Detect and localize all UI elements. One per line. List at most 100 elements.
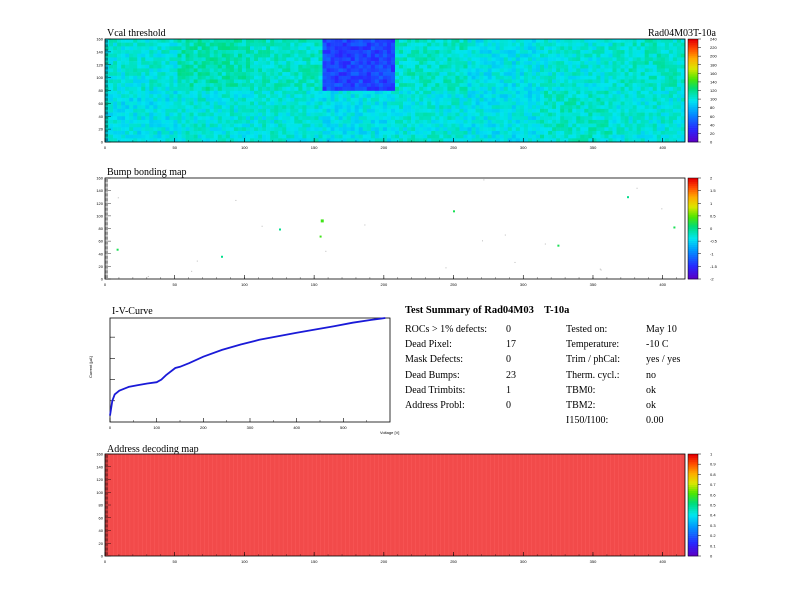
pixel-cell — [616, 138, 621, 143]
pixel-cell — [358, 94, 364, 99]
pixel-cell — [374, 94, 380, 99]
pixel-cell — [334, 64, 339, 69]
pixel-cell — [366, 61, 372, 66]
pixel-cell — [141, 79, 146, 84]
pixel-cell — [350, 116, 356, 121]
pixel-cell — [419, 134, 424, 139]
pixel-cell — [451, 119, 456, 124]
pixel-cell — [648, 75, 654, 80]
pixel-cell — [616, 72, 621, 77]
pixel-cell — [181, 112, 186, 117]
pixel-cell — [548, 127, 553, 132]
colorbar-band — [688, 496, 698, 500]
y-tick-label: 20 — [99, 541, 104, 546]
pixel-cell — [403, 119, 408, 124]
pixel-cell — [479, 130, 484, 135]
summary-left-value: 0 — [506, 400, 511, 411]
pixel-cell — [612, 127, 617, 132]
pixel-cell — [149, 108, 154, 113]
pixel-cell — [282, 39, 287, 43]
pixel-cell — [443, 50, 448, 55]
pixel-cell — [487, 138, 492, 143]
pixel-cell — [121, 42, 126, 47]
pixel-cell — [189, 42, 194, 47]
pixel-cell — [270, 42, 275, 47]
pixel-cell — [338, 130, 343, 135]
pixel-cell — [306, 138, 311, 143]
pixel-cell — [656, 138, 662, 143]
iv-series-line — [109, 317, 386, 416]
pixel-cell — [382, 108, 388, 113]
pixel-cell — [668, 94, 674, 99]
pixel-cell — [499, 90, 505, 95]
pixel-cell — [358, 90, 364, 95]
pixel-cell — [262, 97, 267, 102]
pixel-cell — [117, 53, 122, 58]
colorbar-band — [688, 206, 698, 209]
pixel-cell — [660, 42, 666, 47]
pixel-cell — [342, 97, 347, 102]
y-tick-label: 80 — [99, 503, 104, 508]
pixel-cell — [133, 50, 138, 55]
pixel-cell — [463, 75, 468, 80]
pixel-cell — [145, 119, 150, 124]
pixel-cell — [382, 119, 388, 124]
pixel-cell — [407, 46, 412, 51]
pixel-cell — [149, 130, 154, 135]
pixel-cell — [467, 86, 472, 91]
pixel-cell — [370, 108, 376, 113]
colorbar-band — [688, 80, 698, 83]
pixel-cell — [177, 119, 182, 124]
pixel-cell — [439, 68, 444, 73]
pixel-cell — [580, 72, 585, 77]
pixel-cell — [652, 86, 658, 91]
x-tick-label: 350 — [590, 145, 597, 150]
pixel-cell — [584, 86, 589, 91]
pixel-cell — [399, 83, 404, 88]
pixel-cell — [306, 75, 311, 80]
pixel-cell — [435, 108, 440, 113]
pixel-cell — [628, 112, 633, 117]
pixel-cell — [471, 50, 476, 55]
colorbar-tick-label: 160 — [710, 71, 717, 76]
bump-dot — [627, 196, 629, 199]
pixel-cell — [117, 127, 122, 132]
pixel-cell — [415, 42, 420, 47]
pixel-cell — [596, 83, 601, 88]
pixel-cell — [137, 116, 142, 121]
pixel-cell — [407, 130, 412, 135]
x-tick-label: 150 — [311, 282, 318, 287]
pixel-cell — [326, 119, 331, 124]
pixel-cell — [342, 68, 347, 73]
pixel-cell — [258, 75, 263, 80]
vcal-title: Vcal threshold — [107, 28, 166, 39]
pixel-cell — [181, 42, 186, 47]
pixel-cell — [451, 134, 456, 139]
pixel-cell — [229, 75, 235, 80]
pixel-cell — [604, 57, 609, 62]
pixel-cell — [403, 53, 408, 58]
pixel-cell — [161, 101, 166, 106]
pixel-cell — [568, 116, 573, 121]
pixel-cell — [455, 90, 460, 95]
pixel-cell — [165, 123, 170, 128]
pixel-cell — [568, 101, 573, 106]
pixel-cell — [362, 116, 368, 121]
pixel-cell — [431, 112, 436, 117]
pixel-cell — [105, 86, 110, 91]
pixel-cell — [503, 61, 509, 66]
pixel-cell — [113, 39, 118, 43]
pixel-cell — [306, 61, 311, 66]
pixel-cell — [407, 97, 412, 102]
pixel-cell — [386, 75, 392, 80]
pixel-cell — [612, 130, 617, 135]
pixel-cell — [495, 123, 501, 128]
pixel-cell — [382, 138, 388, 143]
pixel-cell — [237, 53, 243, 58]
pixel-cell — [680, 50, 686, 55]
pixel-cell — [105, 108, 110, 113]
pixel-cell — [560, 112, 565, 117]
pixel-cell — [540, 138, 545, 143]
pixel-cell — [286, 53, 291, 58]
pixel-cell — [378, 72, 384, 77]
